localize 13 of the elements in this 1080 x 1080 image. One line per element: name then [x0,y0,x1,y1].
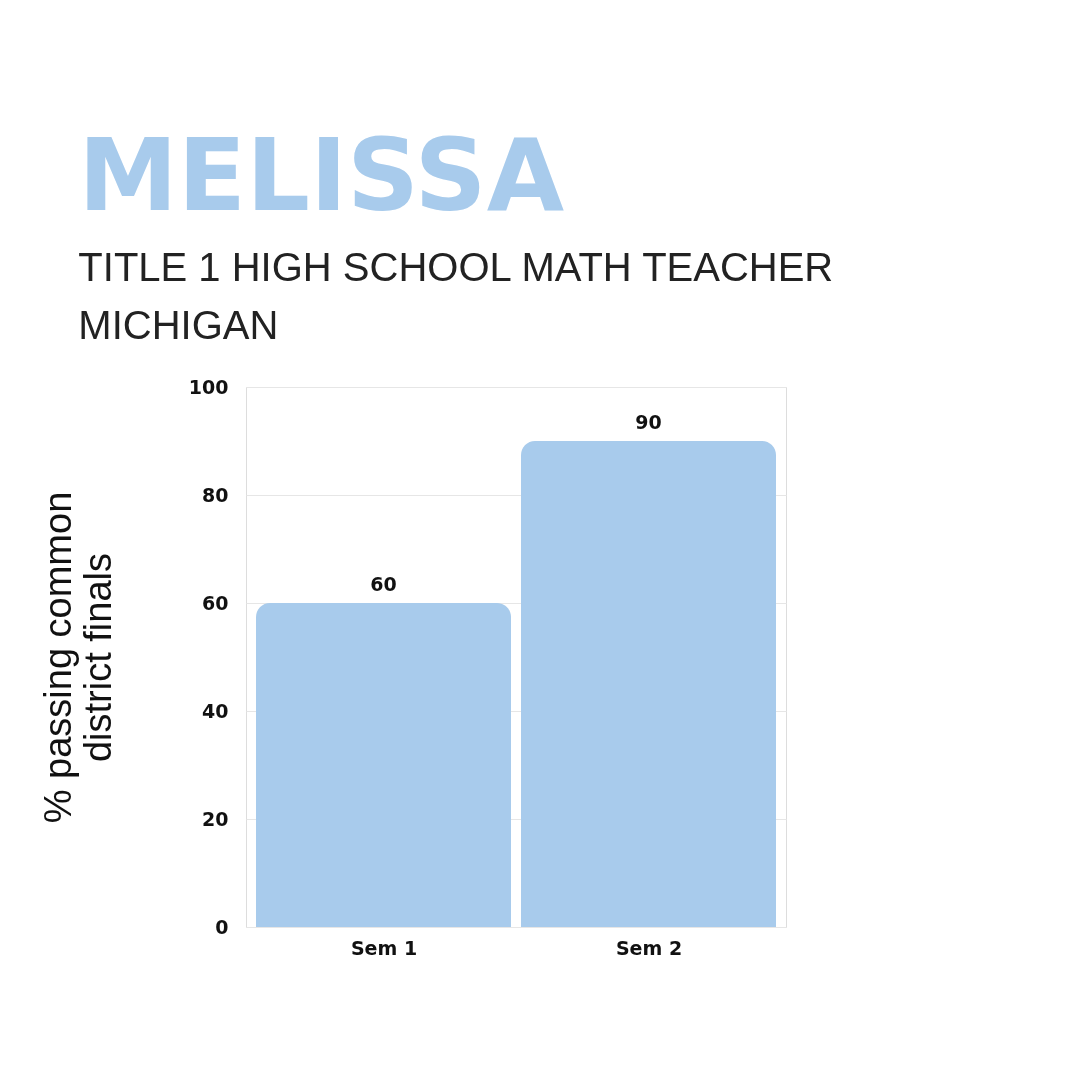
x-tick-label: Sem 1 [350,936,418,959]
data-label: 60 [370,573,397,595]
chart-title: MELISSA [78,117,565,234]
y-tick-label: 0 [215,915,229,938]
chart-subtitle: TITLE 1 HIGH SCHOOL MATH TEACHER MICHIGAN [78,245,834,347]
y-tick-label: 40 [202,699,229,722]
x-tick-label: Sem 2 [615,936,683,959]
data-label: 90 [635,411,662,433]
y-tick-label: 60 [202,591,229,614]
y-axis-title: % passing common district finals [36,491,119,824]
y-tick-label: 20 [202,807,229,830]
y-tick-label: 80 [202,483,229,506]
y-tick-label: 100 [188,375,229,398]
